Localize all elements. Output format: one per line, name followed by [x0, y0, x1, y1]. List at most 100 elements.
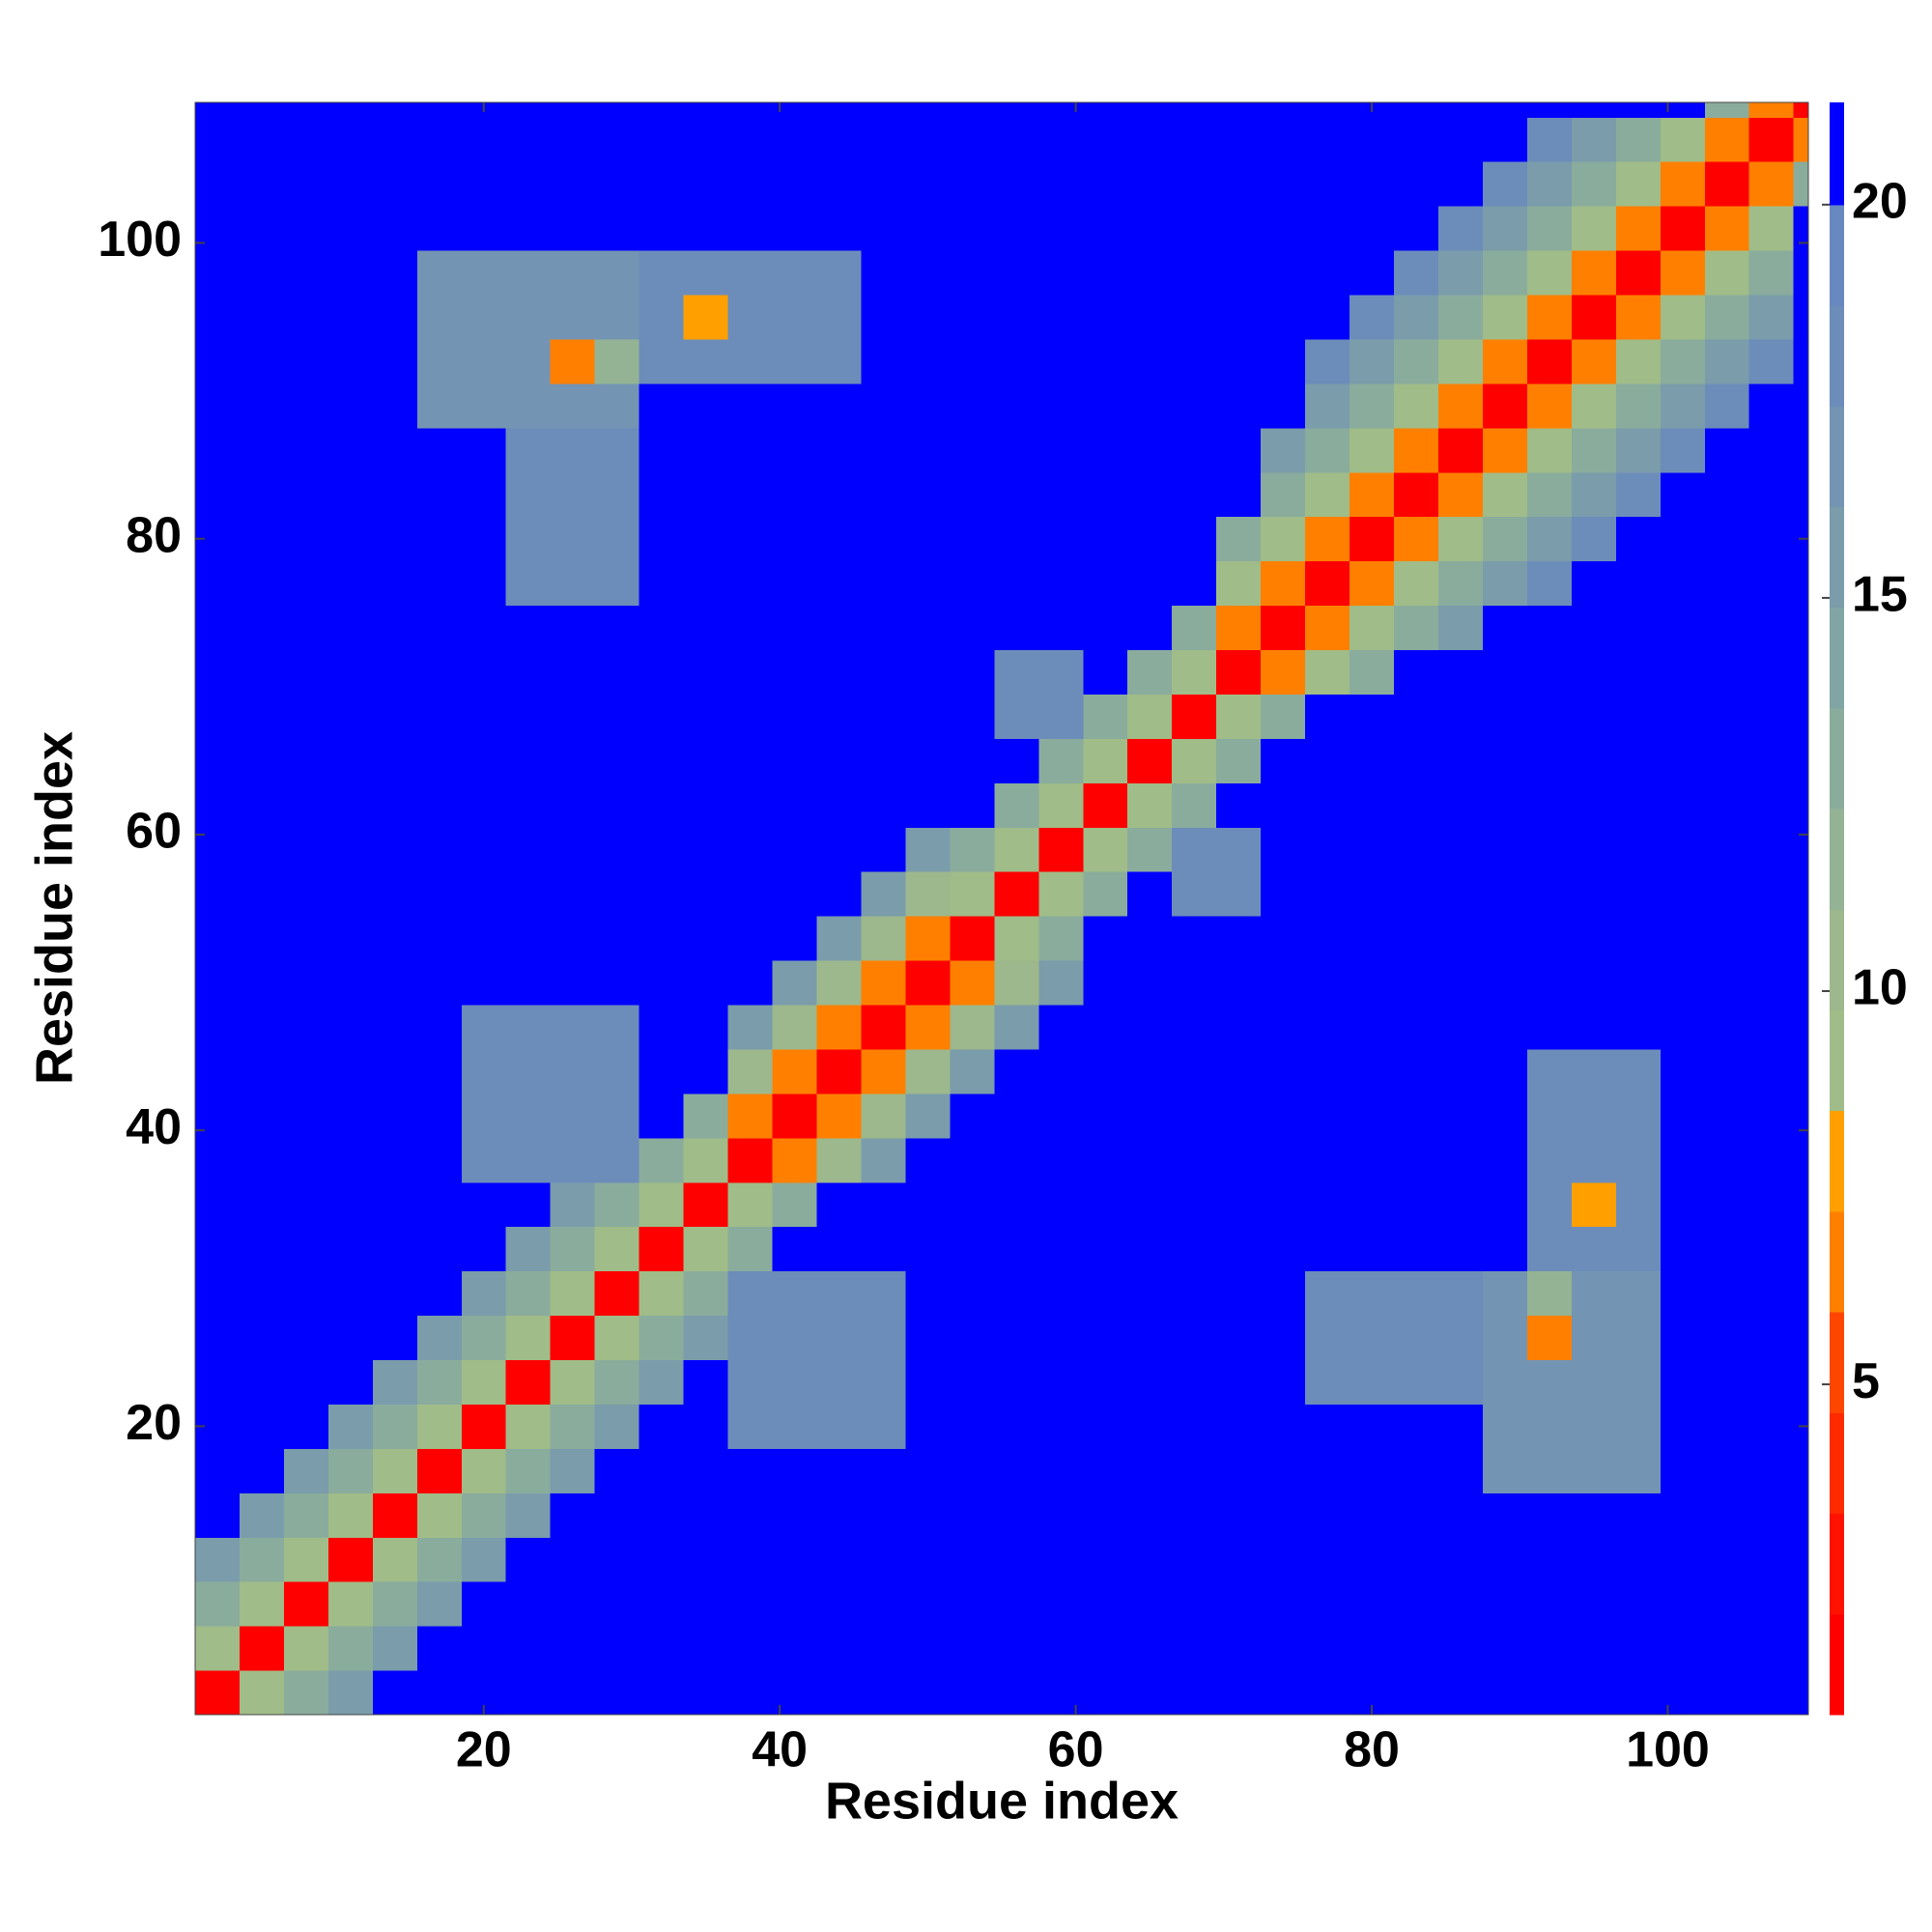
heatmap-cell: [1127, 1226, 1173, 1272]
heatmap-cell: [461, 1448, 507, 1493]
heatmap-cell: [1748, 1359, 1795, 1405]
heatmap-cell: [1748, 694, 1795, 739]
heatmap-cell: [950, 1181, 995, 1228]
heatmap-cell: [1526, 782, 1573, 828]
heatmap-cell: [1526, 1137, 1573, 1183]
heatmap-cell: [461, 1137, 507, 1183]
heatmap-cell: [861, 250, 906, 296]
heatmap-cell: [950, 161, 995, 207]
heatmap-cell: [1350, 427, 1395, 473]
heatmap-cell: [1261, 1537, 1306, 1582]
heatmap-cell: [1172, 560, 1217, 607]
heatmap-cell: [905, 427, 951, 473]
heatmap-cell: [683, 605, 729, 651]
heatmap-cell: [1526, 916, 1573, 961]
y-tick-label: 60: [126, 804, 182, 860]
heatmap-cell: [1704, 427, 1750, 473]
heatmap-cell: [327, 738, 374, 783]
heatmap-cell: [195, 338, 241, 384]
heatmap-cell: [772, 1359, 817, 1405]
heatmap-cell: [505, 383, 552, 429]
heatmap-cell: [994, 338, 1039, 384]
heatmap-cell: [683, 383, 729, 429]
heatmap-cell: [1127, 1670, 1173, 1716]
heatmap-cell: [1482, 782, 1528, 828]
heatmap-cell: [816, 1048, 862, 1094]
heatmap-cell: [1261, 117, 1306, 162]
heatmap-cell: [1216, 1626, 1262, 1671]
heatmap-cell: [1793, 1181, 1809, 1228]
heatmap-cell: [905, 649, 951, 695]
heatmap-cell: [239, 161, 285, 207]
heatmap-cell: [1748, 1492, 1795, 1538]
heatmap-cell: [594, 560, 640, 607]
heatmap-cell: [1704, 871, 1750, 917]
heatmap-cell: [1660, 649, 1706, 695]
heatmap-cell: [1615, 1626, 1662, 1671]
heatmap-cell: [1615, 383, 1662, 429]
heatmap-cell: [1083, 782, 1128, 828]
heatmap-cell: [861, 102, 906, 118]
heatmap-cell: [994, 1492, 1039, 1538]
heatmap-cell: [327, 1404, 374, 1449]
heatmap-cell: [1482, 295, 1528, 340]
heatmap-cell: [239, 1005, 285, 1050]
heatmap-cell: [1526, 295, 1573, 340]
heatmap-cell: [1083, 649, 1128, 695]
heatmap-cell: [505, 916, 552, 961]
heatmap-cell: [639, 1270, 685, 1317]
heatmap-cell: [639, 560, 685, 607]
heatmap-cell: [594, 1626, 640, 1671]
heatmap-cell: [1482, 1226, 1528, 1272]
heatmap-cell: [639, 694, 685, 739]
x-axis-title: Residue index: [825, 1772, 1179, 1830]
heatmap-cell: [816, 605, 862, 651]
heatmap-cell: [994, 605, 1039, 651]
heatmap-cell: [994, 383, 1039, 429]
heatmap-cell: [861, 738, 906, 783]
heatmap-cell: [639, 1181, 685, 1228]
heatmap-cell: [1526, 250, 1573, 296]
heatmap-cell: [861, 871, 906, 917]
heatmap-cell: [816, 960, 862, 1006]
heatmap-cell: [816, 1270, 862, 1317]
heatmap-cell: [1216, 827, 1262, 872]
heatmap-cell: [1437, 383, 1484, 429]
heatmap-cell: [1172, 916, 1217, 961]
heatmap-cell: [195, 1492, 241, 1538]
heatmap-cell: [416, 782, 463, 828]
heatmap-cell: [727, 206, 774, 251]
heatmap-cell: [816, 1492, 862, 1538]
heatmap-cell: [950, 383, 995, 429]
heatmap-cell: [1216, 295, 1262, 340]
heatmap-cell: [1127, 782, 1173, 828]
heatmap-cell: [1615, 117, 1662, 162]
heatmap-cell: [1305, 1181, 1350, 1228]
heatmap-cell: [1437, 1581, 1484, 1627]
heatmap-cell: [683, 250, 729, 296]
heatmap-cell: [1083, 960, 1128, 1006]
heatmap-cell: [1704, 471, 1750, 518]
heatmap-cell: [1615, 605, 1662, 651]
heatmap-cell: [195, 1448, 241, 1493]
heatmap-cell: [416, 1005, 463, 1050]
heatmap-cell: [861, 782, 906, 828]
heatmap-cell: [1793, 605, 1809, 651]
heatmap-cell: [1172, 471, 1217, 518]
heatmap-cell: [1261, 1137, 1306, 1183]
heatmap-cell: [1261, 1226, 1306, 1272]
heatmap-cell: [327, 960, 374, 1006]
heatmap-cell: [1038, 871, 1084, 917]
heatmap-cell: [1482, 161, 1528, 207]
heatmap-cell: [950, 1359, 995, 1405]
heatmap-cell: [1216, 383, 1262, 429]
heatmap-cell: [1216, 1359, 1262, 1405]
heatmap-cell: [505, 1093, 552, 1139]
heatmap-cell: [1216, 250, 1262, 296]
heatmap-cell: [195, 1048, 241, 1094]
heatmap-cell: [594, 1005, 640, 1050]
heatmap-cell: [1350, 1093, 1395, 1139]
heatmap-cell: [861, 1270, 906, 1317]
heatmap-cell: [861, 960, 906, 1006]
